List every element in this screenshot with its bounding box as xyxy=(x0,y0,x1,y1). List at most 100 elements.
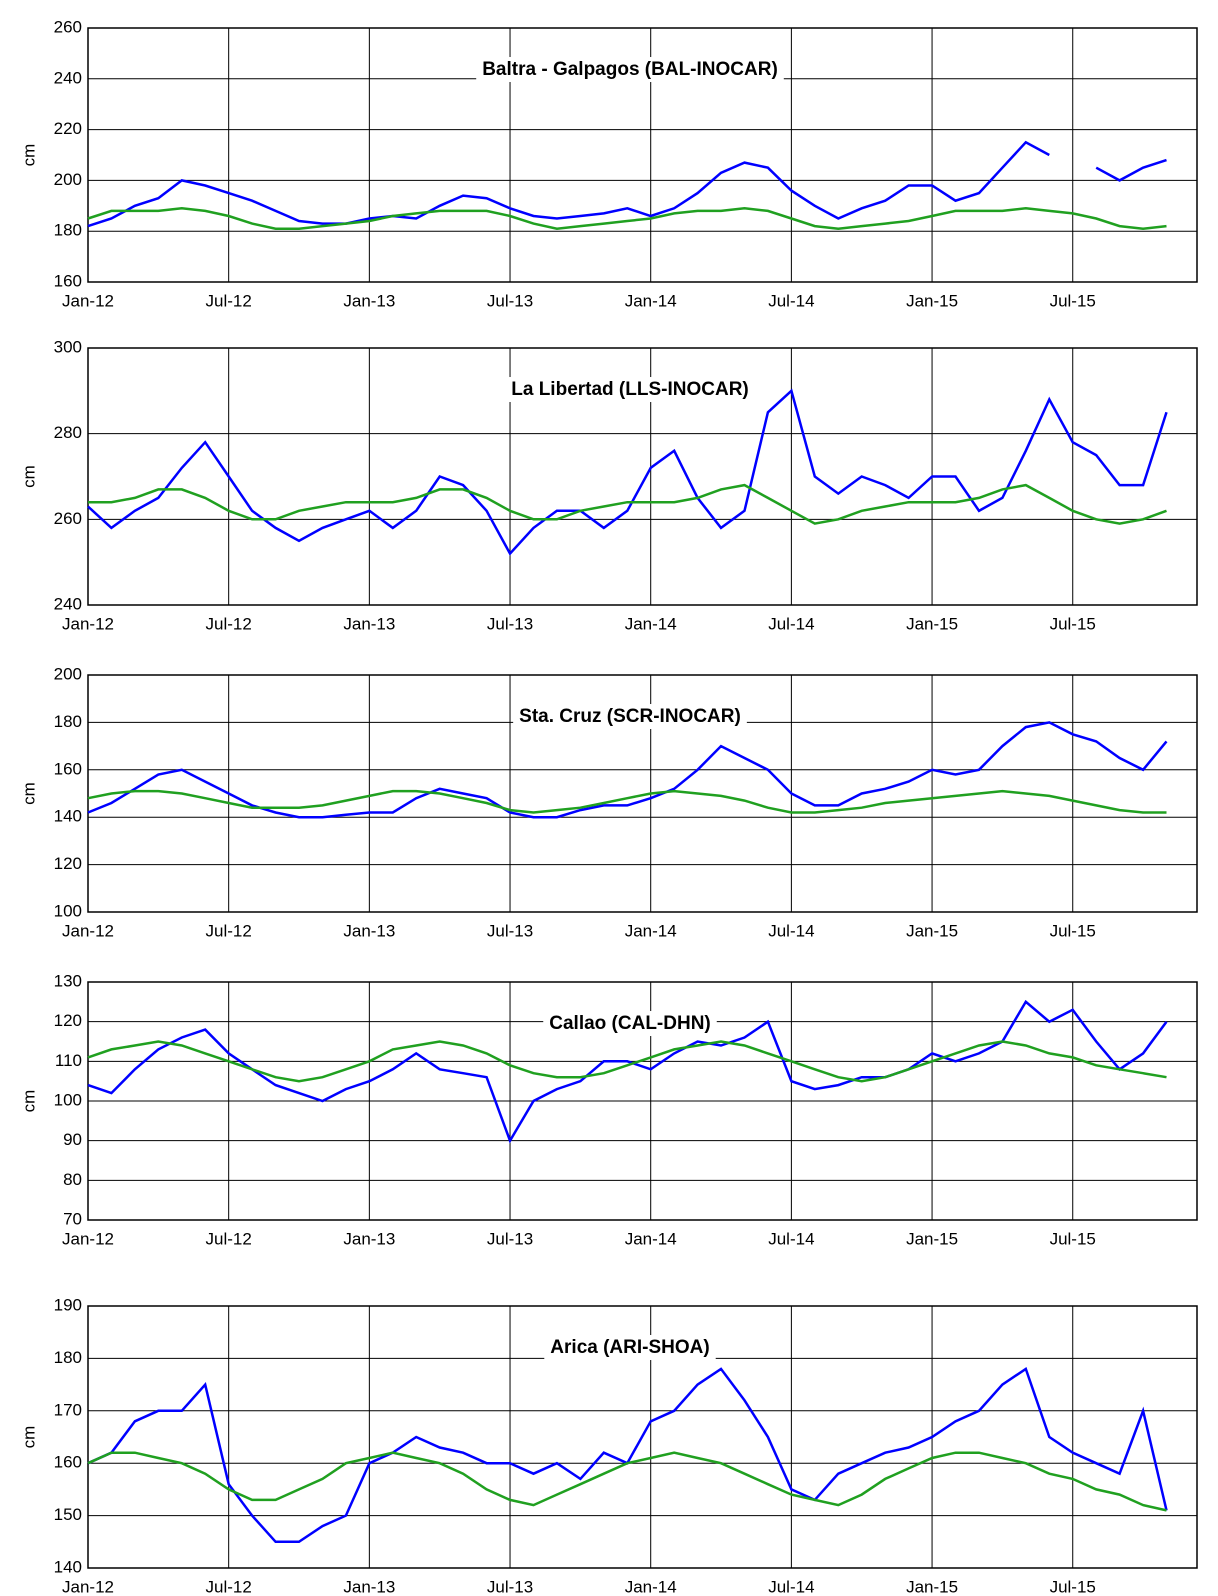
y-tick-label: 300 xyxy=(54,337,82,356)
data-line xyxy=(87,999,1168,1144)
x-tick-label: Jul-13 xyxy=(487,1229,533,1248)
y-tick-label: 100 xyxy=(54,1090,82,1109)
x-tick-label: Jan-15 xyxy=(906,1229,958,1248)
y-tick-label: 90 xyxy=(63,1130,82,1149)
title-background xyxy=(476,57,784,83)
y-tick-label: 160 xyxy=(54,759,82,778)
panel: 240 260 280 300 Jan-12 Jul-12 Jan-13 Jul-13 Jan-… xyxy=(19,337,1198,633)
x-tick-label: Jul-12 xyxy=(206,614,252,633)
chart-title: La Libertad (LLS-INOCAR) xyxy=(511,379,749,400)
x-tick-label: Jul-12 xyxy=(206,1229,252,1248)
x-tick-label: Jul-15 xyxy=(1050,1229,1096,1248)
x-tick-label: Jan-13 xyxy=(343,291,395,310)
x-tick-label: Jul-13 xyxy=(487,1577,533,1596)
x-tick-label: Jul-14 xyxy=(768,1577,814,1596)
x-tick-label: Jan-14 xyxy=(625,921,677,940)
x-tick-label: Jan-13 xyxy=(343,1577,395,1596)
x-tick-label: Jan-12 xyxy=(62,1229,114,1248)
data-line xyxy=(87,1040,1167,1083)
data-line xyxy=(88,483,1167,525)
x-tick-label: Jul-13 xyxy=(487,291,533,310)
y-axis-label: cm xyxy=(19,465,38,488)
data-line xyxy=(87,388,1168,556)
y-tick-label: 100 xyxy=(54,901,82,920)
y-tick-label: 190 xyxy=(54,1295,82,1314)
y-tick-label: 110 xyxy=(55,1051,82,1070)
x-tick-label: Jan-14 xyxy=(625,291,677,310)
x-tick-label: Jul-12 xyxy=(206,921,252,940)
x-tick-label: Jan-14 xyxy=(625,1577,677,1596)
data-line xyxy=(87,207,1167,230)
title-background xyxy=(544,1335,716,1361)
y-tick-label: 220 xyxy=(54,119,82,138)
y-axis-label: cm xyxy=(19,1090,38,1113)
y-tick-label: 180 xyxy=(54,221,82,240)
x-tick-label: Jan-15 xyxy=(906,1577,958,1596)
y-tick-label: 240 xyxy=(54,68,82,87)
y-axis-label: cm xyxy=(19,782,38,805)
title-background xyxy=(543,1011,717,1037)
y-tick-label: 180 xyxy=(54,1348,82,1367)
x-tick-label: Jul-12 xyxy=(206,291,252,310)
title-background xyxy=(505,377,755,403)
data-line xyxy=(87,1451,1167,1512)
data-line xyxy=(87,789,1167,814)
x-tick-label: Jan-15 xyxy=(906,291,958,310)
y-tick-label: 260 xyxy=(54,509,82,528)
y-tick-label: 180 xyxy=(54,712,82,731)
chart-title: Sta. Cruz (SCR-INOCAR) xyxy=(519,706,741,727)
y-tick-label: 260 xyxy=(54,17,82,36)
y-tick-label: 140 xyxy=(54,1557,82,1576)
title-background xyxy=(513,704,747,730)
x-tick-label: Jan-14 xyxy=(625,614,677,633)
panel: 100 120 140 160 180 200 Jan-12 Jul-12 Jan-13 Jul-… xyxy=(19,664,1198,940)
data-line xyxy=(1095,158,1167,182)
x-tick-label: Jan-12 xyxy=(62,291,114,310)
x-tick-label: Jul-15 xyxy=(1050,921,1096,940)
y-tick-label: 80 xyxy=(63,1170,82,1189)
panel: 70 80 90 100 110 120 130 Jan-12 Jul-12 Jan-13 Jul-… xyxy=(19,971,1198,1248)
y-tick-label: 160 xyxy=(54,1453,82,1472)
y-tick-label: 200 xyxy=(54,664,82,683)
chart-title: Callao (CAL-DHN) xyxy=(549,1013,711,1034)
y-tick-label: 150 xyxy=(54,1505,82,1524)
x-tick-label: Jan-13 xyxy=(343,921,395,940)
x-tick-label: Jul-12 xyxy=(206,1577,252,1596)
x-tick-label: Jul-13 xyxy=(487,614,533,633)
x-tick-label: Jan-12 xyxy=(62,921,114,940)
y-tick-label: 130 xyxy=(54,971,82,990)
y-axis-label: cm xyxy=(19,144,38,167)
x-tick-label: Jul-14 xyxy=(768,1229,814,1248)
x-tick-label: Jul-14 xyxy=(768,291,814,310)
panel: 160 180 200 220 240 260 Jan-12 Jul-12 Jan-13 Jul-… xyxy=(19,17,1198,310)
x-tick-label: Jul-13 xyxy=(487,921,533,940)
y-axis-label: cm xyxy=(19,1426,38,1449)
x-tick-label: Jul-15 xyxy=(1050,1577,1096,1596)
x-tick-label: Jul-14 xyxy=(768,921,814,940)
x-tick-label: Jul-14 xyxy=(768,614,814,633)
x-tick-label: Jan-13 xyxy=(343,1229,395,1248)
y-tick-label: 70 xyxy=(63,1209,82,1228)
y-tick-label: 240 xyxy=(54,594,82,613)
y-tick-label: 120 xyxy=(54,1011,82,1030)
y-tick-label: 120 xyxy=(54,854,82,873)
y-tick-label: 280 xyxy=(54,423,82,442)
y-tick-label: 200 xyxy=(54,170,82,189)
x-tick-label: Jul-15 xyxy=(1050,614,1096,633)
x-tick-label: Jan-15 xyxy=(906,614,958,633)
chart-title: Baltra - Galpagos (BAL-INOCAR) xyxy=(482,59,778,80)
x-tick-label: Jan-12 xyxy=(62,614,114,633)
y-tick-label: 170 xyxy=(54,1400,82,1419)
x-tick-label: Jan-15 xyxy=(906,921,958,940)
x-tick-label: Jan-12 xyxy=(62,1577,114,1596)
data-line xyxy=(87,721,1168,819)
x-tick-label: Jan-14 xyxy=(625,1229,677,1248)
x-tick-label: Jul-15 xyxy=(1050,291,1096,310)
panel: 140 150 160 170 180 190 Jan-12 Jul-12 Jan-13 Jul-… xyxy=(19,1295,1198,1596)
x-tick-label: Jan-13 xyxy=(343,614,395,633)
y-tick-label: 160 xyxy=(54,271,82,290)
chart-title: Arica (ARI-SHOA) xyxy=(550,1337,709,1358)
data-line xyxy=(87,140,1050,228)
y-tick-label: 140 xyxy=(54,807,82,826)
